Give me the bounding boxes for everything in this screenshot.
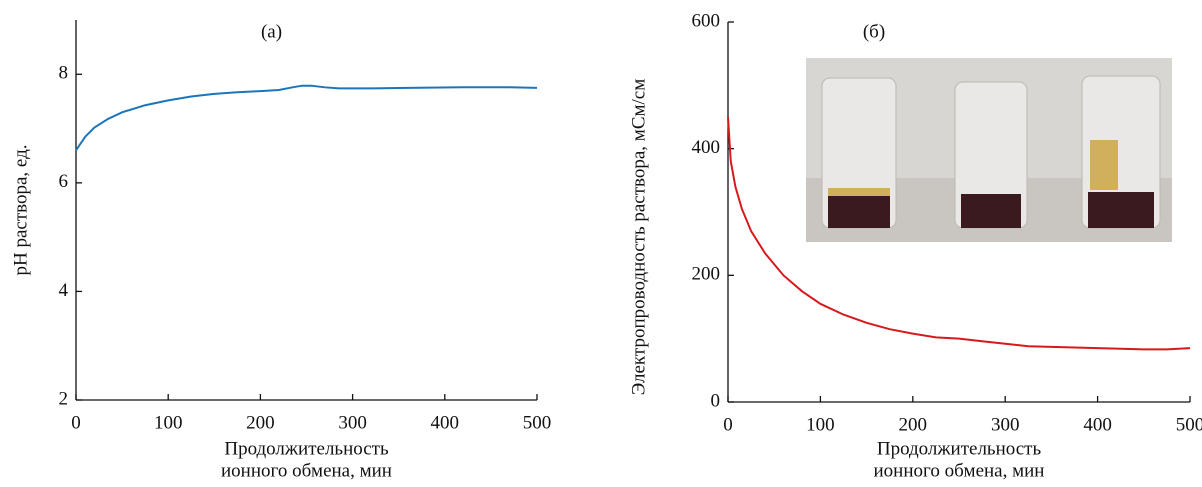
y-axis-label: pH раствора, ед. xyxy=(10,144,31,275)
y-tick-label: 8 xyxy=(59,63,69,84)
data-line xyxy=(727,116,1191,351)
x-tick-label: 0 xyxy=(71,412,81,433)
x-tick-label: 100 xyxy=(154,412,183,433)
y-tick-label: 400 xyxy=(692,137,721,158)
x-axis-label: ионного обмена, мин xyxy=(874,460,1045,481)
x-tick-label: 500 xyxy=(1176,414,1202,435)
x-tick-label: 0 xyxy=(723,414,733,435)
chart-title: (б) xyxy=(863,21,885,42)
y-tick-label: 0 xyxy=(711,390,721,411)
y-tick-label: 6 xyxy=(59,171,69,192)
y-tick-label: 600 xyxy=(692,10,721,31)
x-tick-label: 200 xyxy=(246,412,275,433)
data-line xyxy=(75,84,538,151)
x-axis-label: ионного обмена, мин xyxy=(221,460,392,481)
x-tick-label: 400 xyxy=(431,412,460,433)
y-tick-label: 2 xyxy=(59,388,69,409)
x-tick-label: 200 xyxy=(899,414,928,435)
x-tick-label: 400 xyxy=(1083,414,1112,435)
x-tick-label: 500 xyxy=(523,412,552,433)
photo-inset xyxy=(806,58,1172,242)
x-tick-label: 300 xyxy=(338,412,367,433)
y-tick-label: 200 xyxy=(692,264,721,285)
x-axis-label: Продолжительность xyxy=(224,438,389,459)
x-tick-label: 100 xyxy=(806,414,835,435)
x-axis-label: Продолжительность xyxy=(877,438,1042,459)
y-tick-label: 4 xyxy=(59,280,69,301)
x-tick-label: 300 xyxy=(991,414,1020,435)
y-axis-label: Электропроводность раствора, мСм/см xyxy=(628,79,649,396)
chart-title: (а) xyxy=(261,21,282,42)
